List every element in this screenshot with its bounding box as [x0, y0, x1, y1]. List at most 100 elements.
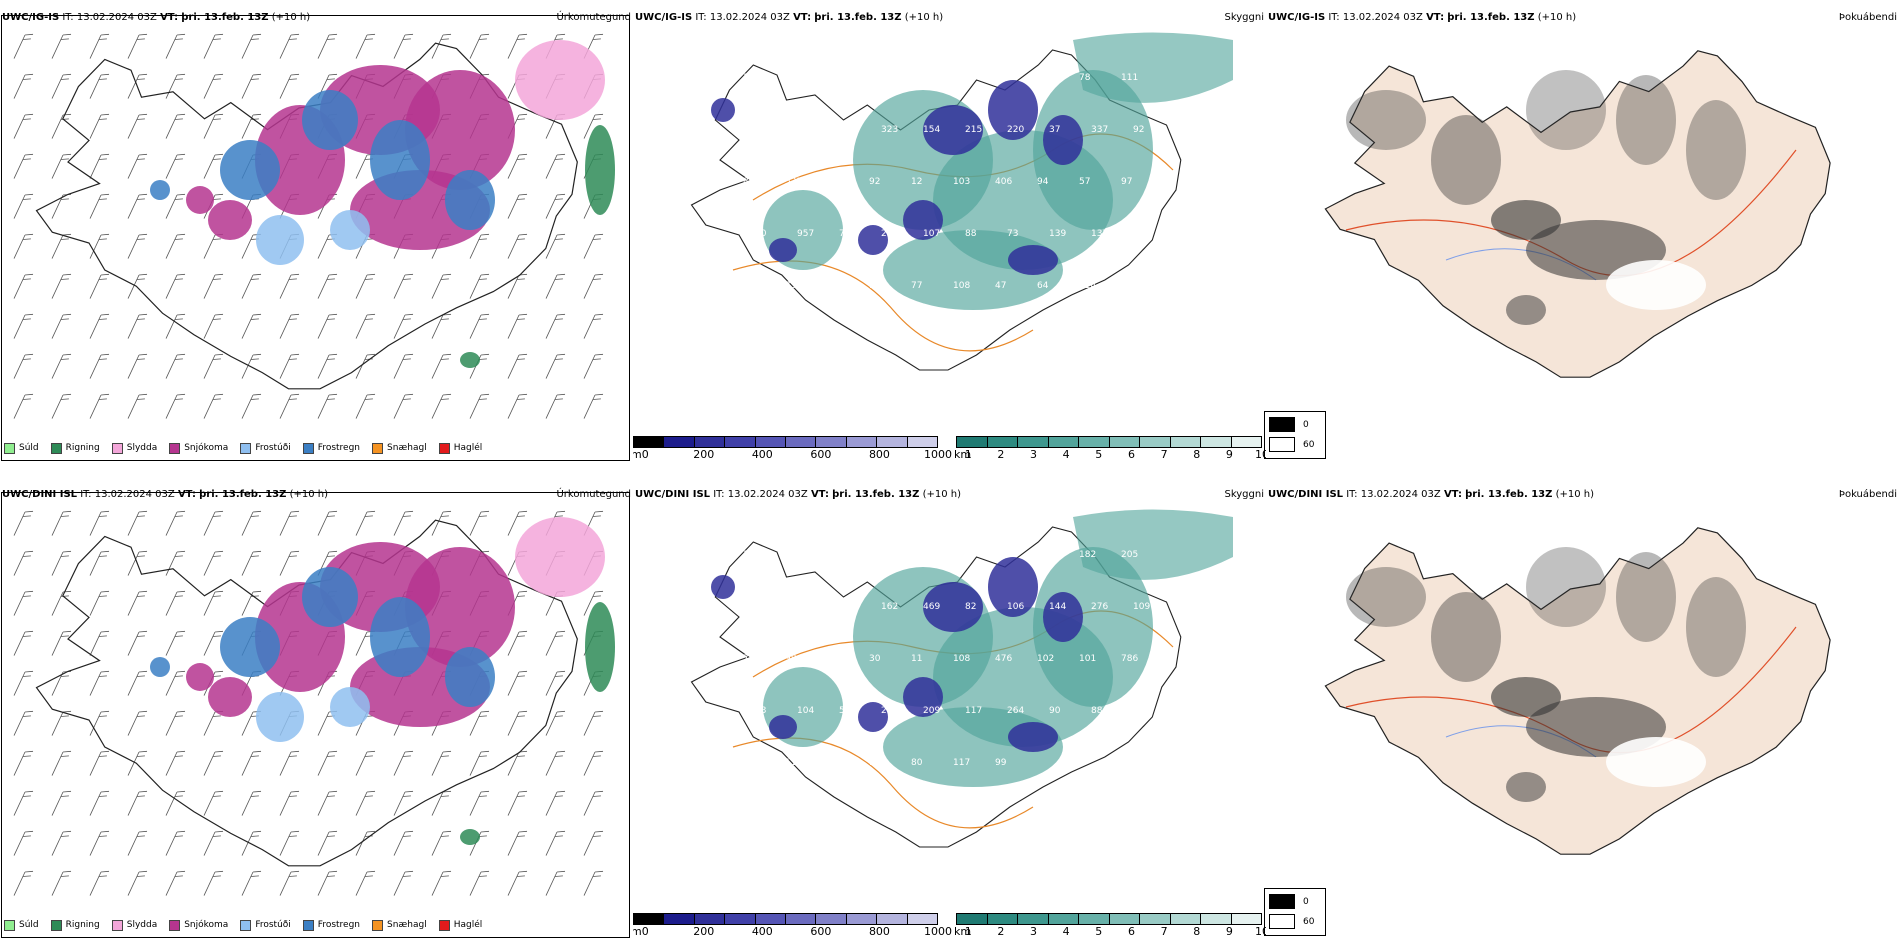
- wind-barb: [89, 113, 110, 139]
- wind-barb: [545, 273, 566, 299]
- wind-barb: [507, 233, 528, 259]
- fog-area: [1526, 70, 1606, 150]
- visibility-value: 117: [953, 758, 970, 768]
- precip-area: [585, 602, 615, 692]
- precip-map: [13, 33, 615, 419]
- colorbar-tick: 1: [964, 448, 972, 461]
- panel-header: UWC/DINI ISL IT: 13.02.2024 03Z VT: þri.…: [0, 477, 633, 500]
- wind-barb: [393, 510, 414, 536]
- wind-barb: [127, 750, 148, 776]
- visibility-value: 75: [839, 229, 850, 239]
- colorbar-cell: [1201, 914, 1232, 924]
- wind-barb: [355, 750, 376, 776]
- fog-legend-item: 0: [1269, 417, 1321, 432]
- fog-area: [1431, 115, 1501, 205]
- wind-barb: [165, 393, 186, 419]
- visibility-value: 215: [755, 125, 772, 135]
- wind-barb: [51, 630, 72, 656]
- visibility-value: 106: [1007, 602, 1024, 612]
- fog-legend-swatch: [1269, 437, 1295, 452]
- legend-item: Slydda: [111, 919, 157, 931]
- colorbar-cell: [755, 437, 787, 447]
- visibility-value: 786: [1121, 654, 1138, 664]
- visibility-value: 202: [827, 177, 844, 187]
- wind-barb: [89, 630, 110, 656]
- colorbar-tick: 1000: [924, 448, 952, 461]
- legend-item: Snæhagl: [372, 442, 427, 454]
- fog-legend: 0 60: [1264, 888, 1326, 936]
- fog-legend-swatch: [1269, 914, 1295, 929]
- wind-barb: [355, 790, 376, 816]
- visibility-km-colorbar: km 1 2 3 4 5 6 7 8 9 10: [954, 913, 1266, 938]
- wind-barb: [89, 710, 110, 736]
- legend-item: Rigning: [50, 442, 100, 454]
- wind-barb: [13, 710, 34, 736]
- legend-swatch: [50, 442, 62, 454]
- wind-barb: [165, 790, 186, 816]
- panel-precip-type-dini: UWC/DINI ISL IT: 13.02.2024 03Z VT: þri.…: [0, 477, 633, 952]
- colorbar-cell: [987, 437, 1018, 447]
- precip-area: [445, 170, 495, 230]
- visibility-value: 198: [953, 73, 970, 83]
- legend-swatch: [302, 919, 314, 931]
- wind-barb: [89, 670, 110, 696]
- wind-barb: [89, 233, 110, 259]
- panel-fog-ig: UWC/IG-IS IT: 13.02.2024 03Z VT: þri. 13…: [1266, 0, 1899, 475]
- wind-barb: [13, 113, 34, 139]
- colorbar-tick: 7: [1160, 925, 1168, 938]
- visibility-value: 23: [881, 229, 892, 239]
- panel-title: Úrkomutegund: [556, 489, 631, 500]
- colorbar-cell: [1079, 914, 1110, 924]
- wind-barb: [507, 273, 528, 299]
- wind-barb: [393, 393, 414, 419]
- wind-barb: [89, 73, 110, 99]
- wind-barb: [13, 550, 34, 576]
- visibility-value: 743: [1037, 550, 1054, 560]
- colorbar-cell: [1170, 437, 1201, 447]
- wind-barb: [165, 233, 186, 259]
- wind-barb: [89, 790, 110, 816]
- visibility-value: 12: [911, 177, 922, 187]
- wind-barb: [279, 393, 300, 419]
- wind-barb: [51, 353, 72, 379]
- wind-barb: [203, 313, 224, 339]
- wind-barb: [241, 750, 262, 776]
- wind-barb: [13, 790, 34, 816]
- visibility-value: 57: [1079, 177, 1090, 187]
- wind-barb: [89, 510, 110, 536]
- wind-barb: [393, 830, 414, 856]
- wind-barb: [355, 830, 376, 856]
- wind-barb: [545, 153, 566, 179]
- wind-barb: [507, 790, 528, 816]
- colorbar-cell: [816, 437, 847, 447]
- wind-barb: [545, 790, 566, 816]
- wind-barb: [203, 73, 224, 99]
- wind-barb: [127, 630, 148, 656]
- wind-barb: [583, 353, 604, 379]
- visibility-value: 101: [827, 281, 844, 291]
- visibility-value: 109: [1133, 602, 1150, 612]
- wind-barb: [51, 710, 72, 736]
- legend-item: Haglél: [438, 442, 482, 454]
- fog-legend-swatch: [1269, 417, 1295, 432]
- wind-barb: [127, 830, 148, 856]
- visibility-value: 92: [869, 177, 880, 187]
- visibility-value: 95: [743, 758, 754, 768]
- wind-barb: [165, 313, 186, 339]
- wind-barb: [51, 273, 72, 299]
- colorbar-cell: [1109, 914, 1140, 924]
- wind-barb: [165, 630, 186, 656]
- low-visibility-area: [903, 677, 943, 717]
- wind-barb: [507, 870, 528, 896]
- visibility-value: 521: [953, 550, 970, 560]
- visibility-value: 171: [839, 125, 856, 135]
- wind-barb: [583, 313, 604, 339]
- visibility-value: 104: [797, 706, 814, 716]
- wind-barb: [13, 750, 34, 776]
- low-visibility-area: [988, 80, 1038, 140]
- colorbar-unit: m: [633, 925, 642, 938]
- precip-area: [186, 186, 214, 214]
- visibility-value: 88: [965, 229, 977, 239]
- visibility-value: 119: [755, 602, 772, 612]
- colorbar-tick: 600: [810, 925, 832, 938]
